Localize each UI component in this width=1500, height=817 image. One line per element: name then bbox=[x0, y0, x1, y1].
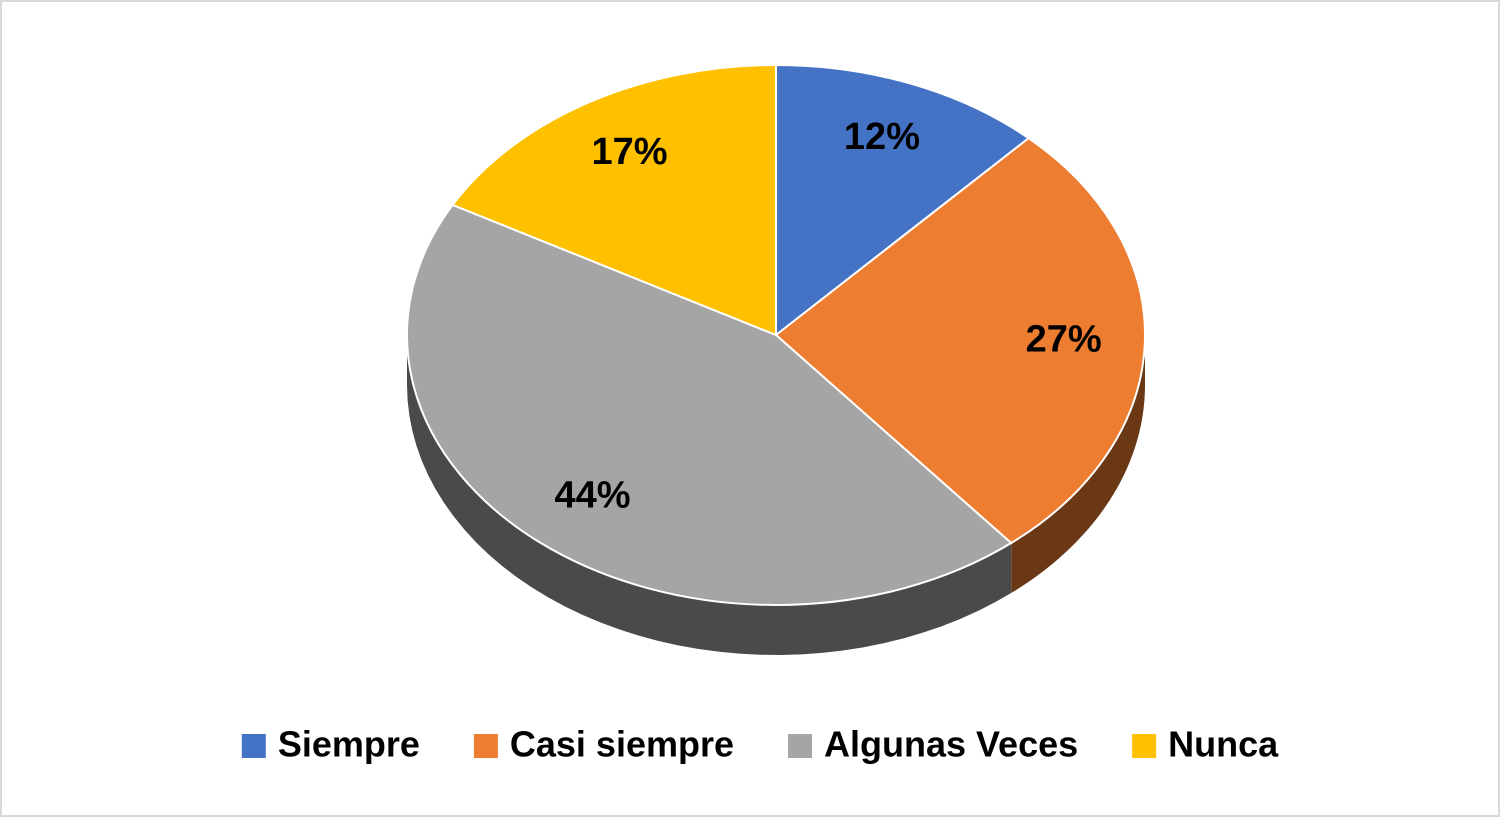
legend-item: Nunca bbox=[1132, 724, 1279, 765]
legend-swatch bbox=[1132, 734, 1157, 758]
legend-swatch bbox=[473, 734, 498, 758]
slice-side bbox=[1011, 335, 1145, 594]
slice-side bbox=[407, 335, 1012, 655]
data-label: 44% bbox=[555, 474, 631, 516]
legend-label: Siempre bbox=[278, 724, 420, 765]
pie-slice bbox=[406, 203, 1013, 607]
legend-item: Algunas Veces bbox=[788, 724, 1078, 765]
pie-slice bbox=[451, 63, 777, 337]
pie-slice bbox=[774, 136, 1146, 545]
legend-label: Nunca bbox=[1168, 724, 1279, 765]
legend-label: Algunas Veces bbox=[824, 724, 1078, 765]
legend-swatch bbox=[788, 734, 813, 758]
legend: Siempre Casi siempre Algunas Veces Nunca bbox=[241, 724, 1279, 765]
data-label: 27% bbox=[1026, 319, 1102, 361]
data-label: 12% bbox=[844, 116, 920, 158]
legend-label: Casi siempre bbox=[510, 724, 734, 765]
data-label: 17% bbox=[591, 131, 667, 173]
pie-slice bbox=[775, 63, 1031, 338]
legend-swatch bbox=[241, 734, 266, 758]
legend-item: Casi siempre bbox=[473, 724, 734, 765]
legend-item: Siempre bbox=[241, 724, 420, 765]
